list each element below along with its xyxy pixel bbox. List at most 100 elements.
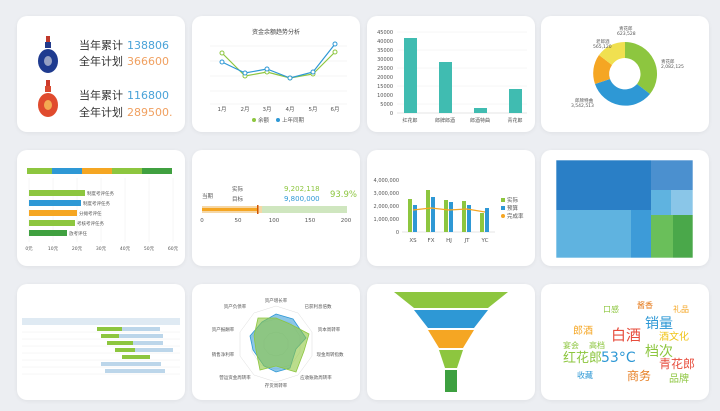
word: 青花郎 <box>659 356 695 371</box>
kpi-value: 289500. <box>127 106 173 119</box>
hbar <box>29 200 81 206</box>
bar <box>439 62 452 113</box>
word: 53°C <box>601 350 636 366</box>
hbar <box>29 220 75 226</box>
target-value: 9,800,000 <box>284 195 320 203</box>
radar-axis-label: 销售净利率 <box>212 351 235 358</box>
percent-value: 93.9% <box>330 190 357 200</box>
word: 白酒 <box>611 326 641 344</box>
word-cloud: 白酒 销量 郎酒 53°C 档次 青花郎 红花郎 商务 酒文化 品牌 宴会 高档… <box>563 300 695 385</box>
x-tick: 100 <box>269 218 280 224</box>
radar-axis-label: 营运资金周转率 <box>219 374 251 381</box>
donut-chart: 青花郎 623,528 老郎酒 565,120 青花郎 2,082,125 郎牌… <box>571 25 684 109</box>
x-tick: 200 <box>341 218 352 224</box>
word: 商务 <box>627 368 651 383</box>
radar-card[interactable]: 资产增长率 已获利息倍数 资本周转率 现金周转指数 应收账款周转率 存货周转率 … <box>192 284 360 400</box>
donut-label: 青花郎 <box>619 25 633 32</box>
legend-label: 余额 <box>258 116 270 124</box>
x-tick: 郎牌郎酒 <box>435 117 455 124</box>
line-chart: 资金余额趋势分析 1月 2月 3月 4月 5月 6月 余额 上年同期 <box>210 28 347 124</box>
legend-label: 预算 <box>507 204 519 212</box>
radar-axis-label: 资本周转率 <box>318 326 341 333</box>
kpi-label: 当年累计 <box>79 39 123 52</box>
y-tick: 5000 <box>380 102 393 108</box>
y-tick: 2,000,000 <box>374 204 399 210</box>
y-tick: 15000 <box>377 84 393 90</box>
donut-value: 2,082,125 <box>661 64 684 70</box>
legend-label: 完成率 <box>507 212 524 220</box>
y-tick: 4,000,000 <box>374 178 399 184</box>
x-tick: 2月 <box>241 106 250 113</box>
funnel-stage <box>394 292 508 308</box>
target-label: 目标 <box>232 195 244 203</box>
funnel-stage <box>414 310 488 328</box>
funnel-card[interactable] <box>367 284 535 400</box>
hbar-label: 制度考评任务 <box>83 200 110 207</box>
y-tick: 0 <box>390 111 393 117</box>
treemap-cell <box>556 210 631 258</box>
liquor-bottle-blue-icon <box>38 36 58 73</box>
donut-chart-card[interactable]: 青花郎 623,528 老郎酒 565,120 青花郎 2,082,125 郎牌… <box>541 16 709 132</box>
series-line-balance <box>221 51 336 79</box>
gantt-card[interactable] <box>17 284 185 400</box>
actual-label: 实际 <box>232 185 244 193</box>
liquor-bottle-red-icon <box>38 80 58 117</box>
radar-axis-label: 现金周转指数 <box>317 351 344 358</box>
treemap-cell <box>631 210 651 258</box>
progress-card[interactable]: 当期 实际 目标 9,202,118 9,800,000 93.9% 0 50 … <box>192 150 360 266</box>
combo-chart-card[interactable]: 4,000,000 3,000,000 2,000,000 1,000,000 … <box>367 150 535 266</box>
x-tick: 郎酒特曲 <box>470 117 490 124</box>
y-tick: 20000 <box>377 75 393 81</box>
kpi-label: 全年计划 <box>79 106 123 119</box>
x-tick: 50元 <box>144 246 155 252</box>
y-tick: 10000 <box>377 93 393 99</box>
x-tick: 50 <box>235 218 242 224</box>
donut-label: 郎牌特曲 <box>575 97 593 104</box>
wordcloud-card[interactable]: 白酒 销量 郎酒 53°C 档次 青花郎 红花郎 商务 酒文化 品牌 宴会 高档… <box>541 284 709 400</box>
funnel-stage <box>439 350 463 368</box>
donut-slice <box>595 79 650 106</box>
word: 礼品 <box>673 304 689 314</box>
x-tick: XS <box>409 238 417 244</box>
series-line-last-year <box>221 43 336 79</box>
x-tick: JT <box>464 238 471 244</box>
bullet-chart: 当期 实际 目标 9,202,118 9,800,000 93.9% 0 50 … <box>200 185 357 224</box>
hbar-chart: 制度考评任务 制度考评任务 分摊考评任 考核考评任务 放考评任 0元 10元 2… <box>25 168 179 252</box>
line-chart-card[interactable]: 资金余额趋势分析 1月 2月 3月 4月 5月 6月 余额 上年同期 <box>192 16 360 132</box>
y-tick: 35000 <box>377 48 393 54</box>
funnel-chart <box>394 292 508 392</box>
y-tick: 30000 <box>377 57 393 63</box>
hbar <box>29 190 85 196</box>
hbar <box>29 210 77 216</box>
radar-axis-label: 资产报酬率 <box>212 326 235 333</box>
bullet-marker <box>257 205 259 214</box>
bullet-range <box>262 206 347 213</box>
radar-axis-label: 应收账款周转率 <box>300 374 332 381</box>
donut-label: 青花郎 <box>661 58 675 65</box>
word: 宴会 <box>563 340 579 350</box>
legend-dot-blue <box>276 118 280 122</box>
radar-axis-label: 已获利息倍数 <box>305 303 332 310</box>
treemap-cell <box>651 190 671 215</box>
treemap-cell <box>556 160 651 210</box>
hbar-chart-card[interactable]: 制度考评任务 制度考评任务 分摊考评任 考核考评任务 放考评任 0元 10元 2… <box>17 150 185 266</box>
x-tick: YC <box>481 238 489 244</box>
kpi-label: 全年计划 <box>79 55 123 68</box>
treemap-card[interactable] <box>541 150 709 266</box>
kpi-value: 116800 <box>127 89 169 102</box>
bar-chart-card[interactable]: 45000 40000 35000 30000 25000 20000 1500… <box>367 16 535 132</box>
word: 郎酒 <box>573 324 593 337</box>
legend-label: 上年同期 <box>282 116 305 124</box>
x-tick: 10元 <box>48 246 59 252</box>
donut-value: 565,120 <box>593 44 612 50</box>
bar <box>509 89 522 113</box>
radar-axis-label: 资产负债率 <box>224 303 247 310</box>
radar-area <box>253 317 310 373</box>
row-label: 当期 <box>202 192 214 200</box>
word: 收藏 <box>577 370 593 380</box>
treemap-cell <box>673 215 693 258</box>
donut-value: 623,528 <box>617 31 636 37</box>
word: 酱香 <box>637 300 653 310</box>
x-tick: 6月 <box>331 106 340 113</box>
kpi-card[interactable]: 当年累计 138806 全年计划 366600 当年累计 116800 全年计划 289… <box>17 16 185 132</box>
